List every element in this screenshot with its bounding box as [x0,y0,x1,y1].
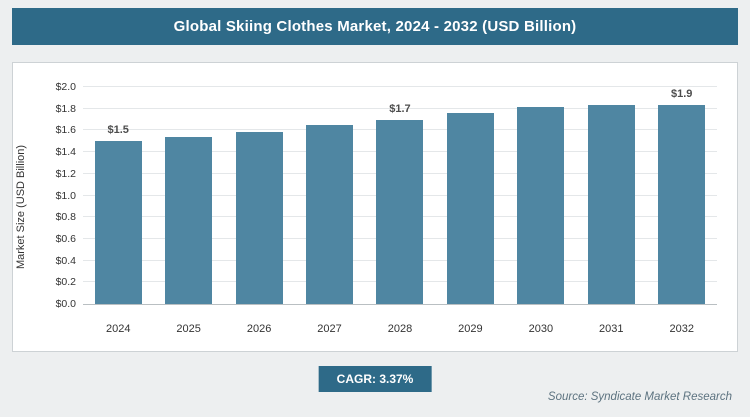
gridline [83,107,717,109]
cagr-badge: CAGR: 3.37% [318,366,432,392]
bar-cell [294,87,364,304]
y-tick-label: $0.6 [55,232,76,245]
y-tick-label: $1.0 [55,189,76,202]
y-tick-label: $1.4 [55,146,76,159]
x-axis-labels: 2024 2025 2026 2027 2028 2029 2030 2031 2032 [83,323,717,335]
chart-panel: Market Size (USD Billion) $1.5 $1.7 $1.9 $… [12,62,738,352]
bar-cell [153,87,223,304]
y-tick-label: $1.6 [55,124,76,137]
x-tick-label: 2027 [317,323,342,335]
x-tick-label: 2028 [387,323,413,335]
x-tick-label: 2024 [105,323,131,335]
y-tick-label: $0.0 [55,298,76,310]
y-tick-label: $1.2 [55,167,76,180]
x-tick-label: 2025 [176,323,201,335]
y-tick-label: $0.4 [55,254,76,267]
y-tick-label: $0.8 [55,211,76,224]
bar-cell [576,87,646,304]
bar-value-label: $1.9 [671,88,693,100]
bar-2031 [587,104,635,304]
gridline [83,86,717,87]
x-tick-label: 2029 [458,323,483,335]
bar-2028 [376,119,424,304]
bars-row: $1.5 $1.7 $1.9 [83,87,717,304]
bar-cell: $1.7 [365,87,435,304]
y-tick-label: $0.2 [55,276,76,289]
bar-2029 [446,113,494,304]
bar-2027 [306,124,354,304]
bar-value-label: $1.5 [107,124,129,137]
bar-cell [224,87,294,304]
plot-area: $1.5 $1.7 $1.9 $0.0 $0.2 $0.4 $0.6 $0.8 $1.0 $1.… [56,81,717,310]
bar-value-label: $1.7 [389,102,411,115]
bar-cell: $1.5 [83,87,153,304]
y-tick-label: $2.0 [55,81,76,93]
bar-cell [506,87,576,304]
x-tick-label: 2031 [599,323,624,335]
y-axis-title: Market Size (USD Billion) [15,144,27,270]
chart-title-banner: Global Skiing Clothes Market, 2024 - 203… [12,8,738,45]
footer: CAGR: 3.37% Source: Syndicate Market Res… [12,358,738,417]
bar-cell [435,87,505,304]
bar-2025 [165,136,213,304]
x-tick-label: 2030 [528,323,554,335]
source-attribution: Source: Syndicate Market Research [547,391,732,403]
bar-2030 [517,106,565,304]
chart-title: Global Skiing Clothes Market, 2024 - 203… [173,18,577,35]
bar-2026 [235,131,283,304]
x-tick-label: 2032 [669,323,694,335]
bar-cell: $1.9 [647,87,717,304]
bar-2024 [94,141,142,304]
bar-2032 [658,105,706,304]
x-tick-label: 2026 [246,323,272,335]
y-tick-label: $1.8 [55,102,76,115]
